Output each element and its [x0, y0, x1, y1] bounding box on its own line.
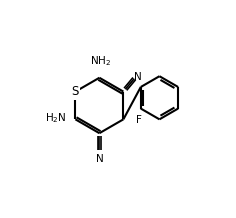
Text: N: N [96, 154, 103, 164]
Text: N: N [134, 72, 142, 82]
Text: NH$_2$: NH$_2$ [90, 54, 111, 68]
Text: F: F [136, 115, 142, 125]
Text: H$_2$N: H$_2$N [45, 111, 66, 125]
Text: S: S [71, 85, 78, 98]
